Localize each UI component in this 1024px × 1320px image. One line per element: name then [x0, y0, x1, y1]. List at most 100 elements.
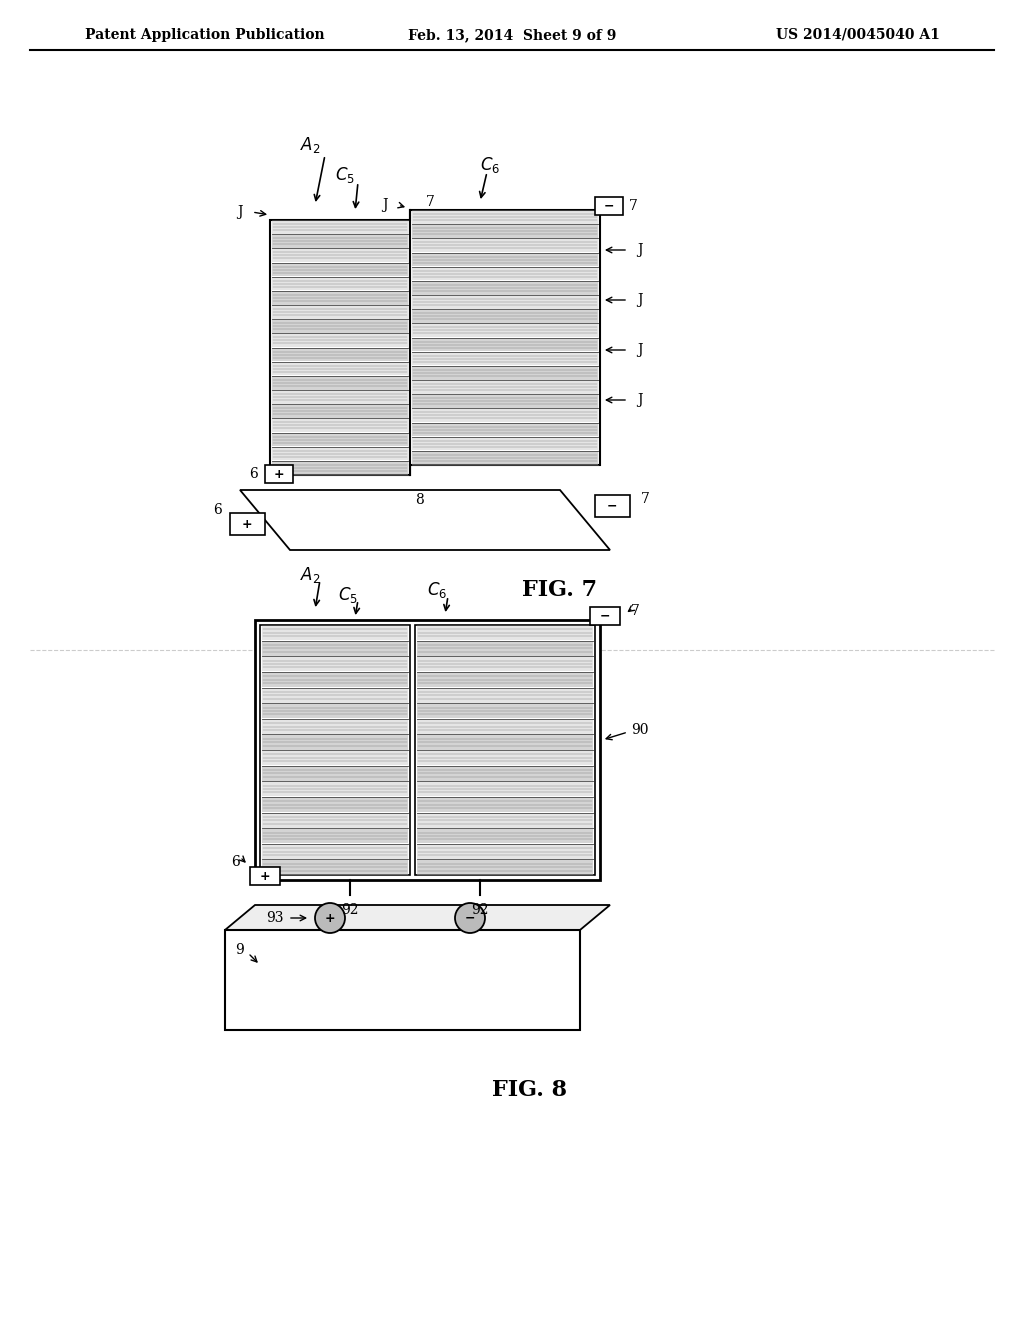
Bar [412, 352, 598, 366]
Bar [272, 263, 408, 276]
Bar [272, 405, 408, 418]
Text: −: − [600, 610, 610, 623]
Bar [262, 657, 408, 672]
Bar [272, 362, 408, 375]
Bar [417, 657, 593, 672]
Bar [262, 672, 408, 686]
Bar [272, 376, 408, 389]
Bar [417, 735, 593, 750]
Bar [410, 210, 600, 465]
Bar [262, 829, 408, 843]
Bar [412, 422, 598, 436]
Bar [262, 751, 408, 766]
Bar [417, 829, 593, 843]
Bar [262, 704, 408, 718]
Bar [412, 310, 598, 323]
Bar [262, 781, 408, 796]
Bar [272, 235, 408, 248]
Text: FIG. 8: FIG. 8 [493, 1078, 567, 1101]
Bar [262, 797, 408, 812]
Bar [262, 766, 408, 780]
Bar [272, 319, 408, 333]
Text: +: + [273, 467, 285, 480]
Bar [265, 465, 293, 483]
Polygon shape [240, 490, 610, 550]
Bar [272, 220, 408, 234]
Bar [412, 267, 598, 280]
Text: J: J [637, 243, 643, 257]
Bar [412, 253, 598, 267]
Polygon shape [225, 931, 580, 1030]
Bar [417, 688, 593, 702]
Bar [412, 451, 598, 465]
Bar [417, 751, 593, 766]
Text: −: − [604, 199, 614, 213]
Circle shape [315, 903, 345, 933]
Bar [272, 433, 408, 446]
Text: 90: 90 [631, 723, 649, 737]
Bar [262, 719, 408, 734]
Text: J: J [637, 343, 643, 356]
Text: FIG. 7: FIG. 7 [522, 579, 598, 601]
Text: −: − [607, 499, 617, 512]
Bar [262, 688, 408, 702]
Bar [417, 704, 593, 718]
Text: US 2014/0045040 A1: US 2014/0045040 A1 [776, 28, 940, 42]
Text: 92: 92 [341, 903, 358, 917]
Text: 92: 92 [471, 903, 488, 917]
Bar [412, 409, 598, 422]
Bar [417, 797, 593, 812]
Bar [270, 220, 410, 475]
Text: $A_2$: $A_2$ [300, 135, 321, 154]
Bar [272, 292, 408, 305]
Bar [272, 447, 408, 461]
Bar [595, 197, 623, 215]
Bar [272, 249, 408, 261]
Bar [262, 626, 408, 640]
Text: Patent Application Publication: Patent Application Publication [85, 28, 325, 42]
Bar [412, 338, 598, 351]
Text: +: + [242, 517, 252, 531]
Text: 7: 7 [641, 492, 649, 506]
Bar [417, 845, 593, 859]
Text: −: − [465, 912, 475, 924]
Bar [230, 513, 265, 535]
Text: 7: 7 [631, 605, 639, 618]
Bar [260, 624, 410, 875]
Text: J: J [637, 293, 643, 308]
Bar [412, 224, 598, 238]
Bar [595, 495, 630, 517]
Bar [412, 367, 598, 380]
Text: 7: 7 [629, 199, 637, 213]
Bar [412, 437, 598, 450]
Text: $C_5$: $C_5$ [335, 165, 355, 185]
Text: 7: 7 [426, 195, 434, 209]
Bar [272, 418, 408, 432]
Bar [262, 735, 408, 750]
Text: Feb. 13, 2014  Sheet 9 of 9: Feb. 13, 2014 Sheet 9 of 9 [408, 28, 616, 42]
Text: $C_6$: $C_6$ [427, 579, 447, 601]
Bar [250, 867, 280, 884]
Bar [272, 348, 408, 362]
Text: J: J [637, 393, 643, 407]
Polygon shape [225, 906, 610, 931]
Text: +: + [260, 870, 270, 883]
Bar [412, 296, 598, 309]
Text: 8: 8 [416, 492, 424, 507]
Bar [417, 781, 593, 796]
Bar [262, 859, 408, 874]
Bar [272, 305, 408, 318]
Text: $C_5$: $C_5$ [338, 585, 358, 605]
Bar [417, 719, 593, 734]
Bar [272, 391, 408, 404]
Text: +: + [325, 912, 335, 924]
Bar [417, 626, 593, 640]
Text: J: J [382, 198, 388, 213]
Bar [590, 607, 620, 624]
Bar [417, 766, 593, 780]
Bar [272, 334, 408, 347]
Text: 93: 93 [266, 911, 284, 925]
Bar [412, 239, 598, 252]
Bar [415, 624, 595, 875]
Bar [255, 620, 600, 880]
